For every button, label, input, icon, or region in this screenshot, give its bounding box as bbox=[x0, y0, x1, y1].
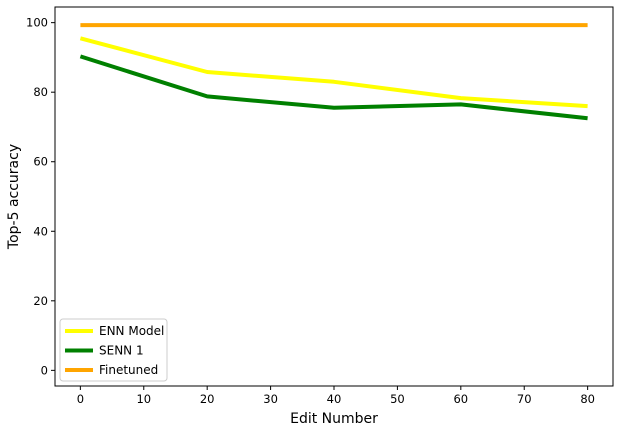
x-tick-label: 50 bbox=[390, 392, 405, 406]
plot-area bbox=[79, 23, 588, 121]
legend-label-2: SENN 1 bbox=[99, 344, 144, 358]
series-line-1 bbox=[79, 36, 588, 109]
x-tick-label: 30 bbox=[263, 392, 278, 406]
y-tick-label: 20 bbox=[33, 294, 48, 308]
series-line-2 bbox=[79, 54, 588, 121]
axes: 0 10 20 30 40 50 60 70 80 0 20 40 60 80 100 bbox=[26, 6, 614, 406]
x-tick-label: 80 bbox=[580, 392, 595, 406]
x-tick-label: 20 bbox=[200, 392, 215, 406]
x-tick-label: 0 bbox=[77, 392, 84, 406]
x-tick-label: 40 bbox=[327, 392, 342, 406]
legend-label-1: ENN Model bbox=[99, 324, 164, 338]
y-tick-label: 60 bbox=[33, 155, 48, 169]
x-axis-label: Edit Number bbox=[290, 411, 378, 427]
y-tick-label: 80 bbox=[33, 85, 48, 99]
legend: ENN Model SENN 1 Finetuned bbox=[59, 318, 168, 382]
x-tick-label: 60 bbox=[453, 392, 468, 406]
x-tick-label: 70 bbox=[517, 392, 532, 406]
y-tick-label: 0 bbox=[41, 363, 48, 377]
y-tick-label: 40 bbox=[33, 224, 48, 238]
y-axis-label: Top-5 accuracy bbox=[6, 144, 22, 250]
legend-frame bbox=[59, 318, 168, 382]
y-tick-label: 100 bbox=[26, 16, 48, 30]
legend-label-3: Finetuned bbox=[99, 363, 158, 377]
x-tick-label: 10 bbox=[136, 392, 151, 406]
